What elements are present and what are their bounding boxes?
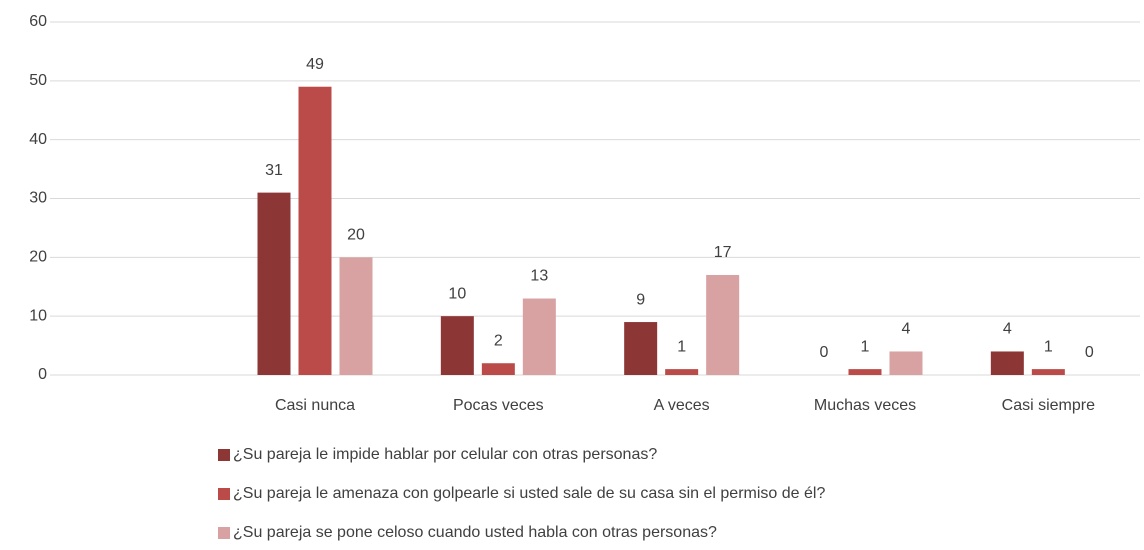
data-label: 20: [347, 227, 365, 244]
legend-label: ¿Su pareja se pone celoso cuando usted h…: [233, 524, 717, 541]
data-label: 31: [265, 162, 283, 179]
data-label: 1: [861, 338, 870, 355]
data-label: 10: [448, 285, 466, 302]
x-tick-label: Casi nunca: [275, 397, 355, 414]
data-label: 0: [1085, 344, 1094, 361]
legend-swatch: [218, 527, 230, 539]
legend-swatch: [218, 449, 230, 461]
y-tick-label: 0: [38, 366, 47, 383]
x-tick-label: Muchas veces: [814, 397, 916, 414]
data-label: 2: [494, 332, 503, 349]
data-label: 0: [820, 344, 829, 361]
legend-label: ¿Su pareja le impide hablar por celular …: [233, 446, 657, 463]
data-label: 1: [1044, 338, 1053, 355]
x-tick-label: Casi siempre: [1002, 397, 1095, 414]
data-label: 17: [714, 244, 732, 261]
y-tick-label: 20: [29, 249, 47, 266]
bar: [481, 363, 515, 375]
bar: [257, 192, 291, 375]
bar: [440, 316, 474, 375]
x-tick-label: A veces: [654, 397, 710, 414]
data-label: 4: [1003, 321, 1012, 338]
y-tick-label: 30: [29, 190, 47, 207]
legend-swatch: [218, 488, 230, 500]
bar: [706, 274, 740, 375]
data-label: 4: [902, 321, 911, 338]
bar: [848, 369, 882, 375]
y-tick-label: 40: [29, 131, 47, 148]
y-tick-label: 10: [29, 307, 47, 324]
bar: [522, 298, 556, 375]
bar: [990, 351, 1024, 375]
data-label: 49: [306, 56, 324, 73]
data-label: 1: [677, 338, 686, 355]
bar: [889, 351, 923, 375]
bar: [339, 257, 373, 375]
x-tick-label: Pocas veces: [453, 397, 544, 414]
data-label: 9: [636, 291, 645, 308]
bar: [298, 86, 332, 375]
legend-label: ¿Su pareja le amenaza con golpearle si u…: [233, 485, 825, 502]
y-tick-label: 60: [29, 13, 47, 30]
bar: [624, 322, 658, 375]
bar: [665, 369, 699, 375]
data-label: 13: [530, 268, 548, 285]
y-tick-label: 50: [29, 72, 47, 89]
bar: [1031, 369, 1065, 375]
